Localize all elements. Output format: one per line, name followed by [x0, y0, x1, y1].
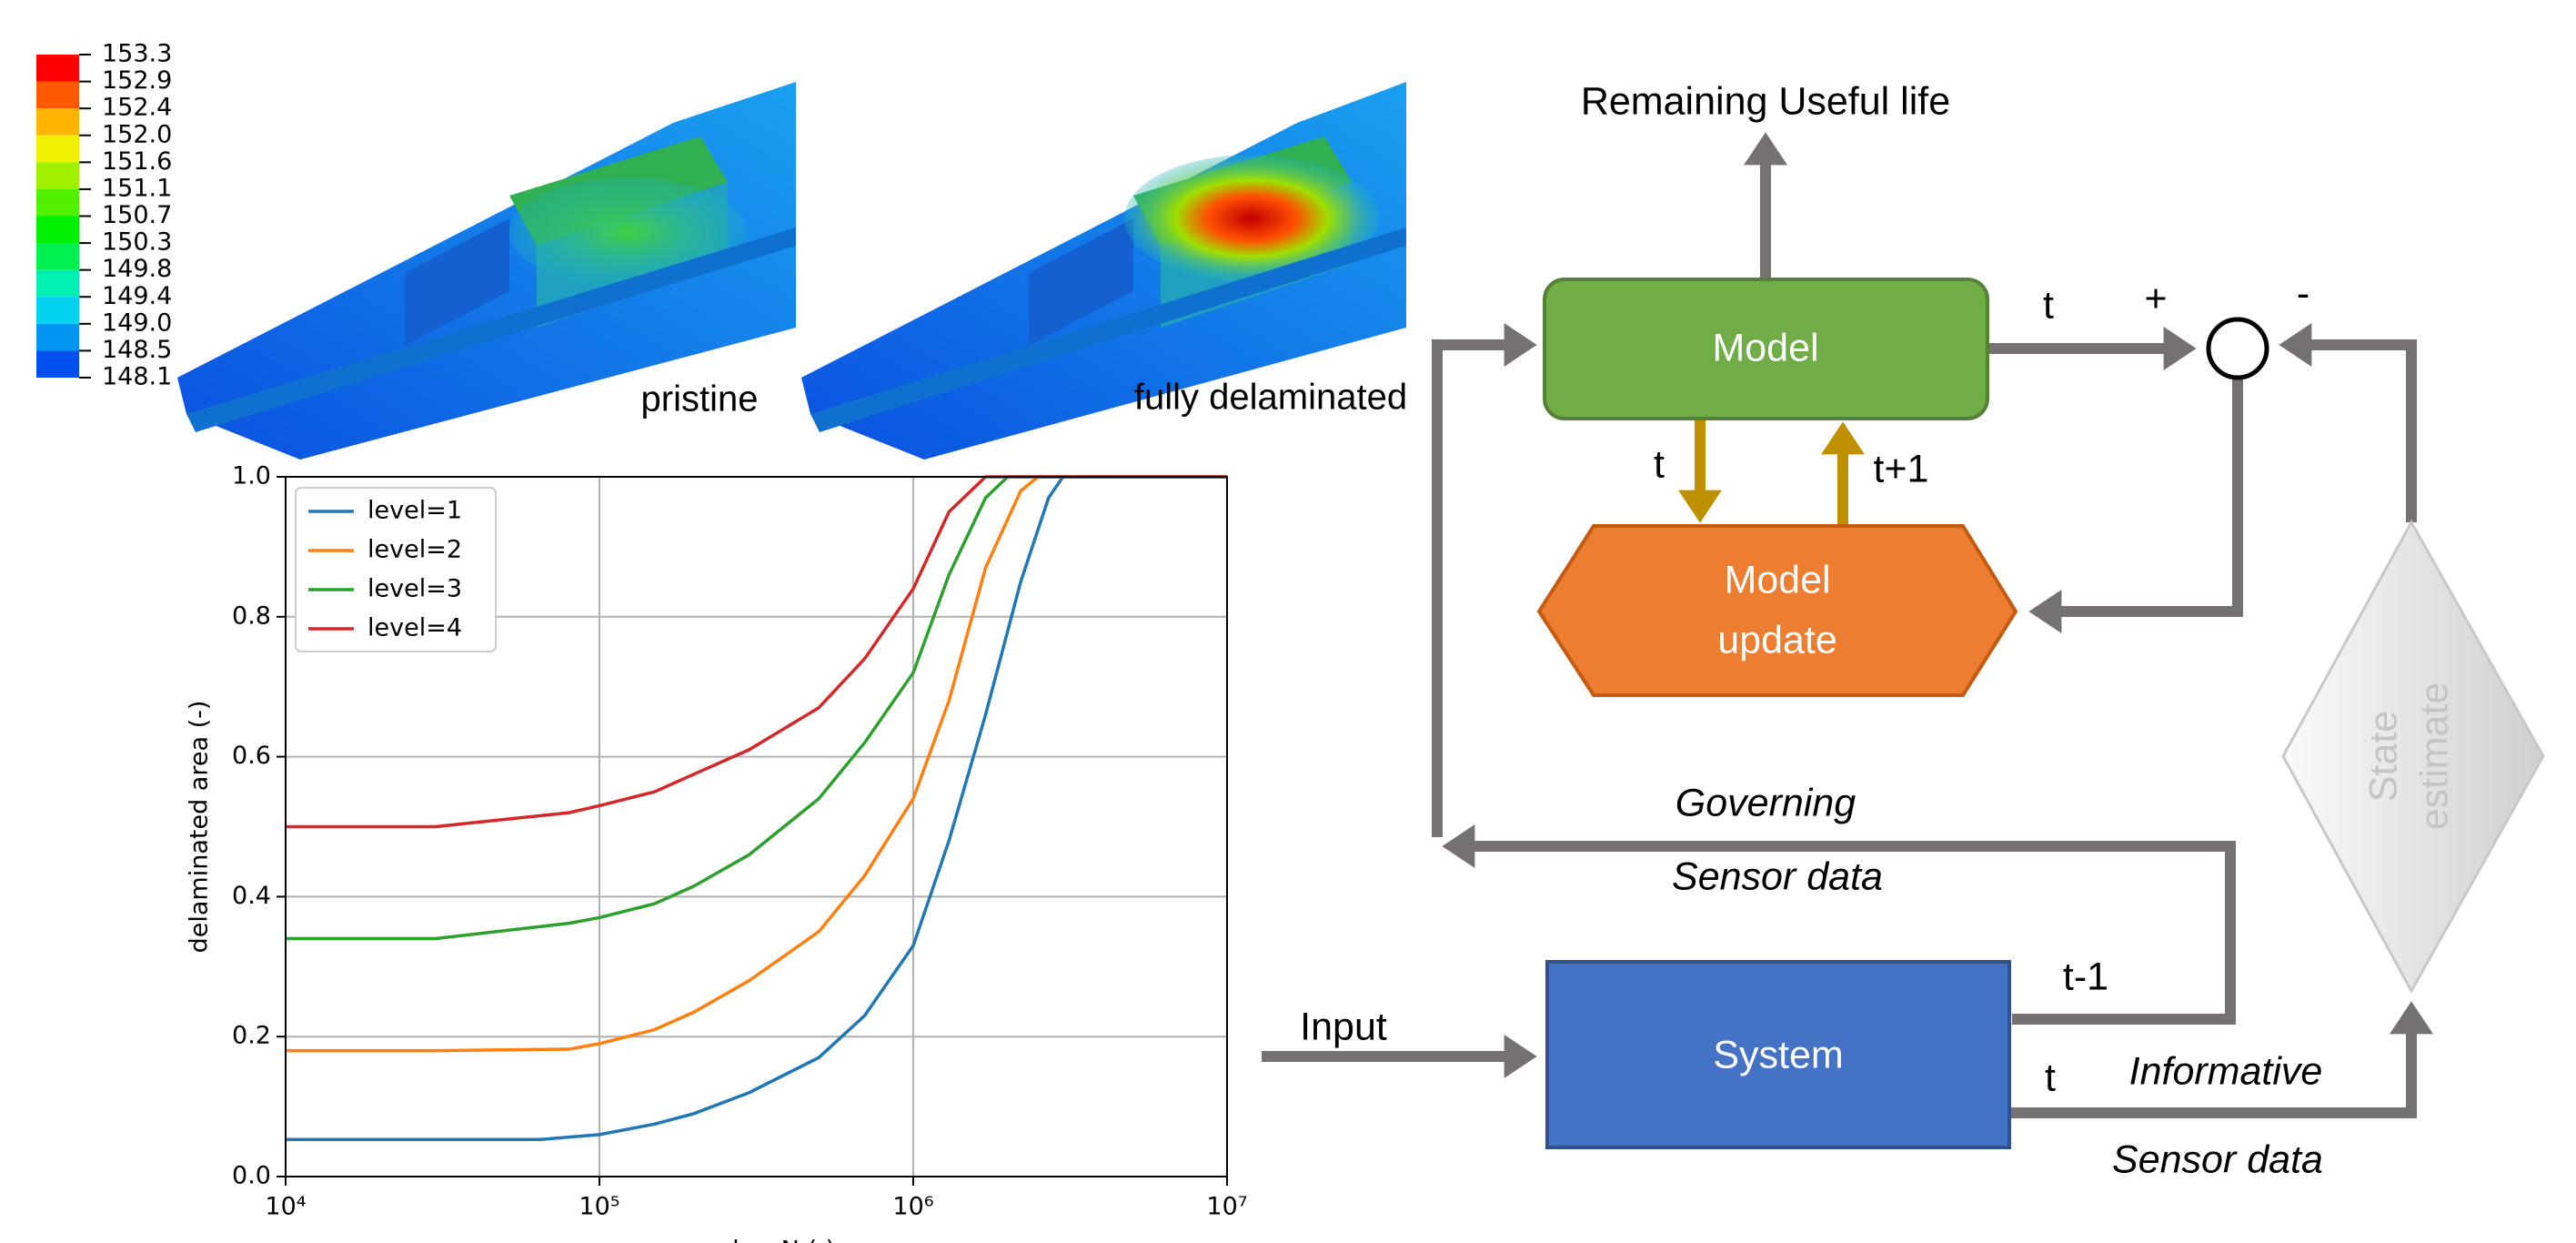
- color-band: [36, 350, 79, 378]
- arrow: [2288, 345, 2411, 522]
- y-axis-label: delaminated area (-): [186, 701, 214, 954]
- color-band: [36, 162, 79, 189]
- label: estimate: [2412, 682, 2456, 831]
- legend-label: level=1: [367, 497, 462, 525]
- color-band: [36, 217, 79, 244]
- label: t: [1654, 442, 1665, 486]
- label: +: [2144, 277, 2167, 320]
- image-label: fully delaminated: [1134, 378, 1407, 418]
- label: t+1: [1874, 447, 1929, 490]
- label: Remaining Useful life: [1581, 79, 1950, 123]
- label: t: [2045, 1056, 2056, 1099]
- color-band: [36, 324, 79, 351]
- x-tick-label: 10⁵: [579, 1193, 619, 1221]
- y-tick-label: 1.0: [232, 462, 271, 490]
- legend-label: 148.1: [102, 363, 172, 391]
- label: System: [1713, 1033, 1843, 1076]
- model-update-box: [1539, 526, 2016, 695]
- y-tick-label: 0.4: [232, 882, 271, 910]
- color-band: [36, 136, 79, 163]
- legend-label: 151.6: [102, 147, 172, 176]
- chart: 10⁴ 10⁵ 10⁶ 10⁷ 0.0 0.2 0.4 0.6 0.8 1.0 delaminate…: [186, 462, 1248, 1243]
- y-tick-label: 0.6: [232, 742, 271, 770]
- legend-label: 150.7: [102, 201, 172, 229]
- label: Input: [1300, 1005, 1387, 1048]
- label: Sensor data: [1672, 854, 1883, 898]
- legend-label: 149.8: [102, 255, 172, 283]
- legend-label: 152.0: [102, 120, 172, 148]
- color-band: [36, 55, 79, 82]
- x-axis-label: number N (-): [678, 1237, 836, 1243]
- x-tick-label: 10⁶: [892, 1193, 933, 1221]
- y-tick-label: 0.2: [232, 1022, 271, 1050]
- color-band: [36, 189, 79, 217]
- label: t-1: [2063, 955, 2108, 998]
- color-band: [36, 270, 79, 298]
- contour-legend: 153.3152.9152.4152.0151.6151.1150.7150.3…: [36, 40, 172, 391]
- arrow: [1437, 345, 1528, 837]
- legend-label: 151.1: [102, 174, 172, 202]
- label: -: [2297, 271, 2309, 315]
- x-tick-label: 10⁷: [1206, 1193, 1247, 1221]
- page: {"contour_legend":{"labels":["153.3","15…: [0, 0, 2576, 1243]
- y-tick-label: 0.8: [232, 601, 271, 630]
- legend-label: 149.0: [102, 308, 172, 337]
- x-tick-label: 10⁴: [265, 1193, 306, 1221]
- color-band: [36, 82, 79, 109]
- label: Model: [1724, 558, 1830, 601]
- label: Informative: [2129, 1049, 2323, 1093]
- legend-label: 152.9: [102, 66, 172, 95]
- legend-label: 152.4: [102, 94, 172, 122]
- sum-node: [2209, 319, 2267, 378]
- label: State: [2361, 711, 2405, 802]
- legend-label: level=2: [367, 536, 462, 564]
- arrow: [2038, 379, 2238, 611]
- label: update: [1717, 618, 1837, 662]
- legend-label: level=3: [367, 575, 462, 603]
- color-band: [36, 108, 79, 136]
- figure: pristine fully delaminated 153.3152.9152…: [0, 0, 2576, 1243]
- image-label: pristine: [641, 379, 759, 419]
- label: t: [2043, 283, 2054, 327]
- legend-label: 149.4: [102, 282, 172, 310]
- diagram: Remaining Useful life Model Model update…: [1262, 79, 2543, 1181]
- legend-label: 153.3: [102, 40, 172, 68]
- label: Sensor data: [2112, 1137, 2323, 1181]
- legend-label: 148.5: [102, 336, 172, 364]
- color-band: [36, 297, 79, 324]
- y-tick-label: 0.0: [232, 1162, 271, 1190]
- color-band: [36, 243, 79, 270]
- label: Governing: [1675, 781, 1856, 824]
- label: Model: [1712, 326, 1818, 369]
- legend-label: 150.3: [102, 228, 172, 257]
- legend-label: level=4: [367, 614, 462, 642]
